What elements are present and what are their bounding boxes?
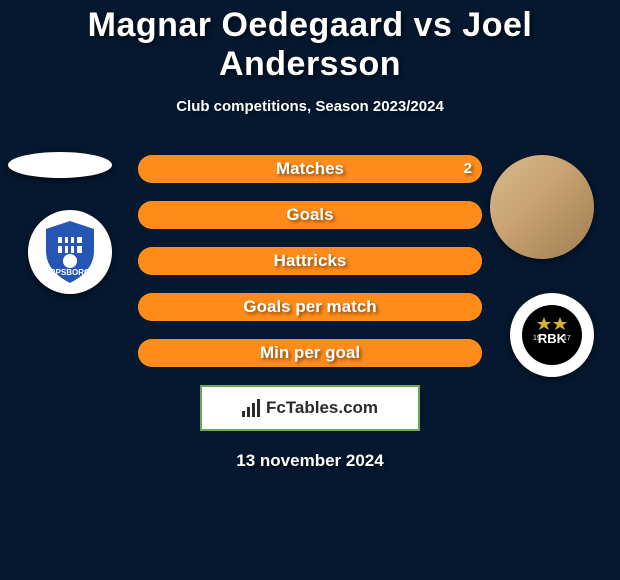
- player-right-avatar: [490, 155, 594, 259]
- site-logo: FcTables.com: [242, 398, 378, 418]
- stat-bar-row: Goals: [138, 201, 482, 229]
- player-left-club-badge: RPSBORG: [28, 210, 112, 294]
- stat-bar-label: Goals: [138, 201, 482, 229]
- stat-bar-row: Hattricks: [138, 247, 482, 275]
- stat-bar-label: Hattricks: [138, 247, 482, 275]
- date-line: 13 november 2024: [0, 451, 620, 471]
- stat-bar-row: Min per goal: [138, 339, 482, 367]
- stat-bar-label: Goals per match: [138, 293, 482, 321]
- svg-text:RPSBORG: RPSBORG: [50, 268, 90, 277]
- stat-bar-row: Matches2: [138, 155, 482, 183]
- stat-bar-right-value: 2: [464, 155, 472, 183]
- comparison-bars: Matches2 Goals Hattricks Goals per match Min…: [138, 155, 482, 385]
- page-subtitle: Club competitions, Season 2023/2024: [0, 98, 620, 115]
- stat-bar-row: Goals per match: [138, 293, 482, 321]
- svg-text:19: 19: [533, 335, 541, 342]
- page-title: Magnar Oedegaard vs Joel Andersson: [0, 0, 620, 84]
- stat-bar-label: Min per goal: [138, 339, 482, 367]
- site-logo-text: FcTables.com: [266, 398, 378, 418]
- shield-icon: RPSBORG: [42, 219, 98, 285]
- bar-chart-icon: [242, 399, 260, 417]
- player-left-avatar: [8, 152, 112, 178]
- club-badge-icon: RBK 19 17: [520, 303, 584, 367]
- player-right-club-badge: RBK 19 17: [510, 293, 594, 377]
- stat-bar-label: Matches: [138, 155, 482, 183]
- svg-text:17: 17: [563, 335, 571, 342]
- site-logo-badge: FcTables.com: [200, 385, 420, 431]
